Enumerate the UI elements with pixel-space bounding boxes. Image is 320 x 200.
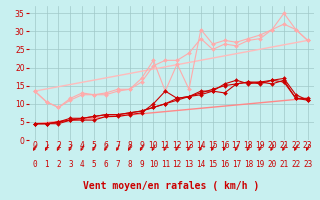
Text: 23: 23 (303, 160, 312, 169)
Text: 15: 15 (208, 160, 217, 169)
Text: 20: 20 (268, 160, 277, 169)
Text: 11: 11 (161, 160, 170, 169)
Text: 1: 1 (44, 160, 49, 169)
Text: 6: 6 (104, 160, 108, 169)
Text: 13: 13 (184, 160, 194, 169)
Text: 18: 18 (244, 160, 253, 169)
Text: 17: 17 (232, 160, 241, 169)
Text: 8: 8 (127, 160, 132, 169)
Text: 10: 10 (149, 160, 158, 169)
Text: 14: 14 (196, 160, 205, 169)
Text: 0: 0 (32, 160, 37, 169)
Text: 2: 2 (56, 160, 61, 169)
Text: 19: 19 (256, 160, 265, 169)
Text: 9: 9 (139, 160, 144, 169)
Text: 7: 7 (116, 160, 120, 169)
Text: 22: 22 (291, 160, 300, 169)
Text: 3: 3 (68, 160, 73, 169)
Text: 4: 4 (80, 160, 84, 169)
Text: 21: 21 (279, 160, 289, 169)
Text: 16: 16 (220, 160, 229, 169)
Text: 5: 5 (92, 160, 96, 169)
Text: Vent moyen/en rafales ( km/h ): Vent moyen/en rafales ( km/h ) (83, 181, 259, 191)
Text: 12: 12 (172, 160, 182, 169)
